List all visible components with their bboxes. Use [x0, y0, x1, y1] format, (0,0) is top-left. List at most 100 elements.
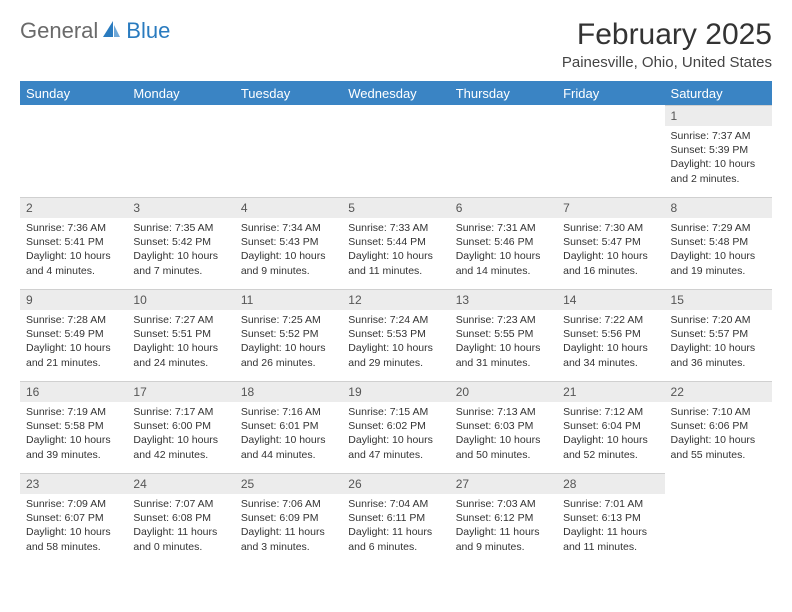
daylight-text: and 44 minutes.	[241, 448, 336, 462]
sunset-text: Sunset: 5:41 PM	[26, 235, 121, 249]
day-number: 21	[557, 381, 664, 402]
sunrise-text: Sunrise: 7:01 AM	[563, 497, 658, 511]
sunset-text: Sunset: 5:44 PM	[348, 235, 443, 249]
daylight-text: and 42 minutes.	[133, 448, 228, 462]
day-content: Sunrise: 7:19 AMSunset: 5:58 PMDaylight:…	[20, 402, 127, 468]
day-number: 3	[127, 197, 234, 218]
sunrise-text: Sunrise: 7:07 AM	[133, 497, 228, 511]
sunset-text: Sunset: 5:43 PM	[241, 235, 336, 249]
day-content: Sunrise: 7:22 AMSunset: 5:56 PMDaylight:…	[557, 310, 664, 376]
sunset-text: Sunset: 5:49 PM	[26, 327, 121, 341]
calendar-day-cell: 8Sunrise: 7:29 AMSunset: 5:48 PMDaylight…	[665, 197, 772, 289]
day-content: Sunrise: 7:04 AMSunset: 6:11 PMDaylight:…	[342, 494, 449, 560]
day-content: Sunrise: 7:06 AMSunset: 6:09 PMDaylight:…	[235, 494, 342, 560]
daylight-text: Daylight: 10 hours	[456, 433, 551, 447]
logo-text-general: General	[20, 18, 98, 44]
calendar-day-cell: 19Sunrise: 7:15 AMSunset: 6:02 PMDayligh…	[342, 381, 449, 473]
daylight-text: and 52 minutes.	[563, 448, 658, 462]
daylight-text: Daylight: 10 hours	[133, 249, 228, 263]
calendar-day-cell	[665, 473, 772, 565]
day-number: 23	[20, 473, 127, 494]
page-header: General Blue February 2025 Painesville, …	[20, 18, 772, 71]
calendar-day-cell: 14Sunrise: 7:22 AMSunset: 5:56 PMDayligh…	[557, 289, 664, 381]
sunset-text: Sunset: 6:13 PM	[563, 511, 658, 525]
daylight-text: Daylight: 11 hours	[348, 525, 443, 539]
sunrise-text: Sunrise: 7:24 AM	[348, 313, 443, 327]
calendar-week-row: 9Sunrise: 7:28 AMSunset: 5:49 PMDaylight…	[20, 289, 772, 381]
weekday-header-row: SundayMondayTuesdayWednesdayThursdayFrid…	[20, 82, 772, 106]
calendar-day-cell: 9Sunrise: 7:28 AMSunset: 5:49 PMDaylight…	[20, 289, 127, 381]
weekday-header: Friday	[557, 82, 664, 106]
sunrise-text: Sunrise: 7:34 AM	[241, 221, 336, 235]
sunset-text: Sunset: 5:58 PM	[26, 419, 121, 433]
day-number: 27	[450, 473, 557, 494]
day-number: 28	[557, 473, 664, 494]
day-number: 10	[127, 289, 234, 310]
daylight-text: and 6 minutes.	[348, 540, 443, 554]
day-number: 6	[450, 197, 557, 218]
daylight-text: Daylight: 11 hours	[563, 525, 658, 539]
daylight-text: and 14 minutes.	[456, 264, 551, 278]
sunrise-text: Sunrise: 7:33 AM	[348, 221, 443, 235]
calendar-day-cell: 15Sunrise: 7:20 AMSunset: 5:57 PMDayligh…	[665, 289, 772, 381]
sunrise-text: Sunrise: 7:13 AM	[456, 405, 551, 419]
daylight-text: and 3 minutes.	[241, 540, 336, 554]
daylight-text: and 7 minutes.	[133, 264, 228, 278]
day-number: 19	[342, 381, 449, 402]
day-number: 24	[127, 473, 234, 494]
day-content: Sunrise: 7:30 AMSunset: 5:47 PMDaylight:…	[557, 218, 664, 284]
calendar-day-cell	[342, 105, 449, 197]
daylight-text: Daylight: 10 hours	[133, 433, 228, 447]
sunset-text: Sunset: 5:47 PM	[563, 235, 658, 249]
sunset-text: Sunset: 5:52 PM	[241, 327, 336, 341]
sunrise-text: Sunrise: 7:20 AM	[671, 313, 766, 327]
daylight-text: Daylight: 11 hours	[456, 525, 551, 539]
daylight-text: and 16 minutes.	[563, 264, 658, 278]
sunrise-text: Sunrise: 7:29 AM	[671, 221, 766, 235]
daylight-text: Daylight: 10 hours	[456, 249, 551, 263]
day-content: Sunrise: 7:23 AMSunset: 5:55 PMDaylight:…	[450, 310, 557, 376]
logo: General Blue	[20, 18, 170, 44]
daylight-text: and 50 minutes.	[456, 448, 551, 462]
sunrise-text: Sunrise: 7:16 AM	[241, 405, 336, 419]
sunrise-text: Sunrise: 7:27 AM	[133, 313, 228, 327]
daylight-text: Daylight: 10 hours	[26, 341, 121, 355]
daylight-text: Daylight: 10 hours	[671, 433, 766, 447]
day-content: Sunrise: 7:29 AMSunset: 5:48 PMDaylight:…	[665, 218, 772, 284]
sunset-text: Sunset: 5:39 PM	[671, 143, 766, 157]
day-content: Sunrise: 7:03 AMSunset: 6:12 PMDaylight:…	[450, 494, 557, 560]
day-content: Sunrise: 7:07 AMSunset: 6:08 PMDaylight:…	[127, 494, 234, 560]
calendar-week-row: 23Sunrise: 7:09 AMSunset: 6:07 PMDayligh…	[20, 473, 772, 565]
calendar-day-cell: 16Sunrise: 7:19 AMSunset: 5:58 PMDayligh…	[20, 381, 127, 473]
day-content: Sunrise: 7:10 AMSunset: 6:06 PMDaylight:…	[665, 402, 772, 468]
weekday-header: Saturday	[665, 82, 772, 106]
calendar-week-row: 2Sunrise: 7:36 AMSunset: 5:41 PMDaylight…	[20, 197, 772, 289]
calendar-day-cell: 7Sunrise: 7:30 AMSunset: 5:47 PMDaylight…	[557, 197, 664, 289]
day-content: Sunrise: 7:15 AMSunset: 6:02 PMDaylight:…	[342, 402, 449, 468]
daylight-text: Daylight: 10 hours	[26, 249, 121, 263]
sunset-text: Sunset: 5:51 PM	[133, 327, 228, 341]
calendar-day-cell: 2Sunrise: 7:36 AMSunset: 5:41 PMDaylight…	[20, 197, 127, 289]
daylight-text: and 36 minutes.	[671, 356, 766, 370]
calendar-day-cell	[127, 105, 234, 197]
weekday-header: Thursday	[450, 82, 557, 106]
sunrise-text: Sunrise: 7:09 AM	[26, 497, 121, 511]
sunset-text: Sunset: 6:08 PM	[133, 511, 228, 525]
day-content: Sunrise: 7:28 AMSunset: 5:49 PMDaylight:…	[20, 310, 127, 376]
calendar-day-cell: 6Sunrise: 7:31 AMSunset: 5:46 PMDaylight…	[450, 197, 557, 289]
daylight-text: Daylight: 10 hours	[563, 433, 658, 447]
daylight-text: and 29 minutes.	[348, 356, 443, 370]
day-content: Sunrise: 7:16 AMSunset: 6:01 PMDaylight:…	[235, 402, 342, 468]
sunrise-text: Sunrise: 7:31 AM	[456, 221, 551, 235]
daylight-text: and 26 minutes.	[241, 356, 336, 370]
day-number: 20	[450, 381, 557, 402]
daylight-text: and 9 minutes.	[456, 540, 551, 554]
sunset-text: Sunset: 6:11 PM	[348, 511, 443, 525]
day-number: 18	[235, 381, 342, 402]
sunrise-text: Sunrise: 7:28 AM	[26, 313, 121, 327]
sunrise-text: Sunrise: 7:35 AM	[133, 221, 228, 235]
calendar-table: SundayMondayTuesdayWednesdayThursdayFrid…	[20, 81, 772, 565]
location-text: Painesville, Ohio, United States	[562, 54, 772, 71]
calendar-day-cell: 20Sunrise: 7:13 AMSunset: 6:03 PMDayligh…	[450, 381, 557, 473]
daylight-text: and 58 minutes.	[26, 540, 121, 554]
